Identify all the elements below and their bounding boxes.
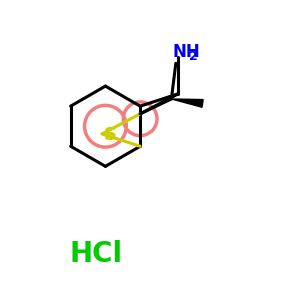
Text: NH: NH — [172, 43, 200, 61]
Text: HCl: HCl — [70, 240, 123, 268]
Polygon shape — [171, 99, 203, 107]
Text: S: S — [104, 126, 117, 144]
Text: 2: 2 — [189, 50, 197, 63]
